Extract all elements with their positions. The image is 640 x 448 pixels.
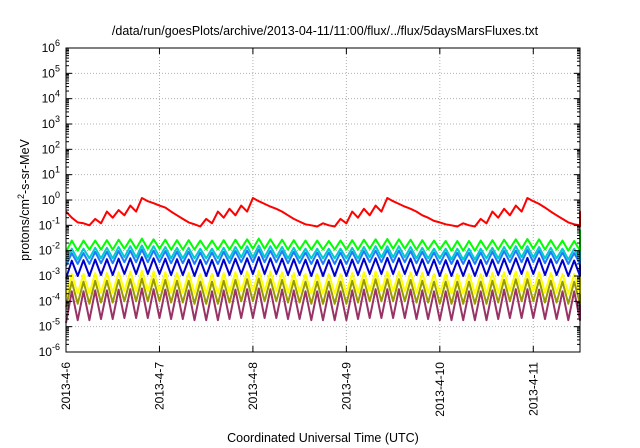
y-tick-label: 10-5: [39, 317, 60, 334]
series-line: [65, 233, 581, 262]
grid-lines: [66, 48, 580, 352]
y-tick-label: 10-6: [39, 342, 60, 359]
series-line: [65, 197, 581, 228]
x-axis-label: Coordinated Universal Time (UTC): [227, 431, 419, 445]
x-tick-label: 2013-4-10: [433, 362, 447, 417]
plot-frame: [65, 47, 581, 353]
chart-title: /data/run/goesPlots/archive/2013-04-11/1…: [112, 24, 539, 38]
x-tick-label: 2013-4-9: [339, 362, 353, 410]
y-tick-label: 102: [42, 139, 60, 156]
x-tick-label: 2013-4-7: [152, 362, 166, 410]
x-tick-label: 2013-4-6: [59, 362, 73, 410]
series-line: [65, 277, 581, 308]
y-tick-label: 103: [42, 114, 60, 131]
series-lines: [65, 197, 581, 324]
y-axis-ticks: 10-6 10-5 10-4 10-3 10-2 10-1 100 101 102 103 104 1…: [39, 38, 580, 359]
series-line: [65, 242, 581, 279]
y-tick-label: 101: [42, 165, 60, 182]
y-tick-label: 105: [42, 63, 60, 80]
y-tick-label: 10-4: [39, 291, 60, 308]
y-tick-label: 10-2: [39, 241, 60, 258]
x-tick-label: 2013-4-11: [526, 362, 540, 416]
series-line: [65, 229, 581, 253]
y-tick-label: 104: [42, 89, 60, 106]
y-axis-label: protons/cm2-s-sr-MeV: [16, 138, 32, 260]
y-tick-label: 100: [42, 190, 60, 207]
y-tick-label: 10-1: [39, 215, 60, 232]
y-tick-label: 106: [42, 38, 60, 55]
series-line: [65, 235, 581, 267]
series-line: [65, 269, 581, 298]
series-line: [65, 287, 581, 324]
x-axis-ticks: 2013-4-6 2013-4-7 2013-4-8 2013-4-9 2013-4-1…: [59, 48, 540, 417]
x-tick-label: 2013-4-8: [246, 362, 260, 410]
y-tick-label: 10-3: [39, 266, 60, 283]
